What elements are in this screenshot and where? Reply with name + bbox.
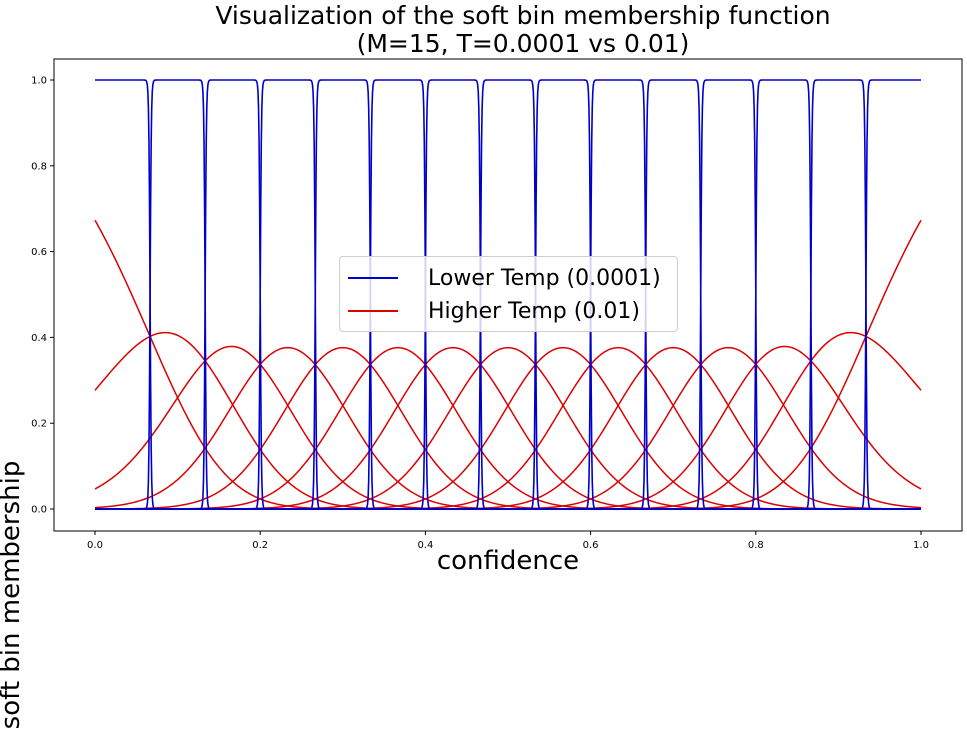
- x-tick-label: 1.0: [913, 540, 929, 551]
- y-tick-label: 1.0: [31, 76, 47, 87]
- chart-title-line-1: Visualization of the soft bin membership…: [215, 1, 831, 30]
- plot-area: 0.0 0.2 0.4 0.6 0.8 1.0 0.0 0.2 0.4 0.6 0.8 1.0: [31, 58, 963, 551]
- chart-title-line-2: (M=15, T=0.0001 vs 0.01): [356, 29, 690, 58]
- legend: Lower Temp (0.0001) Higher Temp (0.01): [339, 256, 678, 332]
- y-axis-ticks: 0.0 0.2 0.4 0.6 0.8 1.0: [31, 76, 54, 516]
- legend-item-higher-temp: Higher Temp (0.01): [340, 296, 640, 326]
- legend-line-blue-icon: [348, 277, 398, 279]
- legend-label: Higher Temp (0.01): [428, 298, 640, 324]
- legend-label: Lower Temp (0.0001): [428, 265, 661, 291]
- x-axis-label: confidence: [436, 546, 580, 576]
- y-axis-label: soft bin membership: [0, 460, 26, 729]
- curves: [94, 79, 922, 510]
- axes-frame: [53, 58, 963, 532]
- y-tick-label: 0.6: [31, 247, 47, 258]
- chart-title: Visualization of the soft bin membership…: [0, 2, 967, 58]
- x-tick-label: 0.4: [417, 540, 433, 551]
- low-temp-bin-curve: [95, 79, 921, 510]
- legend-line-red-icon: [348, 310, 398, 312]
- x-tick-label: 0.6: [583, 540, 599, 551]
- y-tick-label: 0.8: [31, 161, 47, 172]
- y-tick-label: 0.2: [31, 419, 47, 430]
- x-tick-label: 0.0: [87, 540, 103, 551]
- y-tick-label: 0.4: [31, 333, 47, 344]
- y-tick-label: 0.0: [31, 505, 47, 516]
- x-tick-label: 0.2: [252, 540, 268, 551]
- x-tick-label: 0.8: [748, 540, 764, 551]
- legend-item-lower-temp: Lower Temp (0.0001): [340, 263, 661, 293]
- x-axis-ticks: 0.0 0.2 0.4 0.6 0.8 1.0: [87, 531, 929, 551]
